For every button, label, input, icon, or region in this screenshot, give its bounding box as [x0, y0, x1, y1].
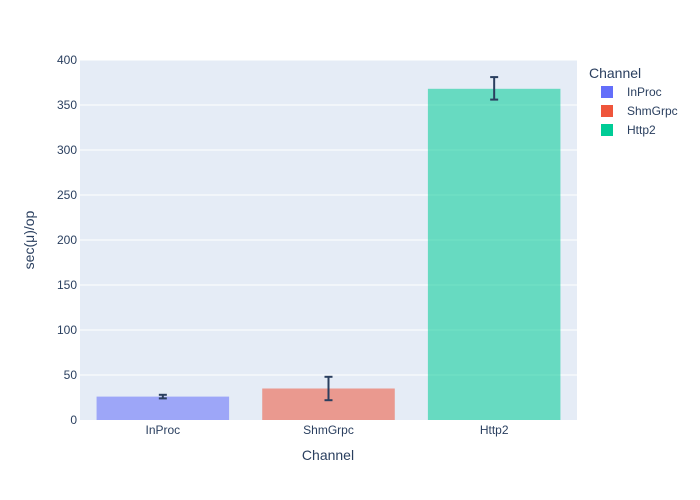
legend-swatch [601, 124, 613, 136]
legend-swatch [601, 105, 613, 117]
bar-inproc[interactable] [96, 396, 230, 420]
y-tick-label: 100 [57, 323, 77, 337]
y-tick-label: 50 [64, 368, 78, 382]
x-tick-label: Http2 [480, 423, 509, 437]
legend-swatch [601, 86, 613, 98]
error-bars [158, 76, 499, 402]
y-tick-label: 350 [57, 98, 77, 112]
y-axis-ticks: 0 50 100 150 200 250 300 350 400 [57, 53, 77, 427]
y-tick-label: 200 [57, 233, 77, 247]
y-tick-label: 150 [57, 278, 77, 292]
legend-item-inproc[interactable]: InProc [601, 85, 662, 99]
legend-label: Http2 [627, 123, 656, 137]
x-axis-ticks: InProc ShmGrpc Http2 [145, 423, 508, 437]
legend-item-shmgrpc[interactable]: ShmGrpc [601, 104, 678, 118]
x-tick-label: InProc [145, 423, 180, 437]
error-bar-shmgrpc [324, 375, 333, 402]
y-tick-label: 250 [57, 188, 77, 202]
x-axis-title: Channel [302, 447, 354, 463]
legend-label: ShmGrpc [627, 104, 678, 118]
y-tick-label: 400 [57, 53, 77, 67]
bar-http2[interactable] [427, 88, 561, 421]
error-bar-inproc [158, 393, 167, 400]
y-tick-label: 0 [70, 413, 77, 427]
x-tick-label: ShmGrpc [303, 423, 354, 437]
y-tick-label: 300 [57, 143, 77, 157]
legend-item-http2[interactable]: Http2 [601, 123, 656, 137]
error-bar-http2 [490, 76, 499, 101]
legend-title: Channel [589, 65, 641, 81]
legend-label: InProc [627, 85, 662, 99]
y-axis-title: sec(μ)/op [21, 210, 37, 269]
legend: Channel InProc ShmGrpc Http2 [589, 65, 678, 137]
